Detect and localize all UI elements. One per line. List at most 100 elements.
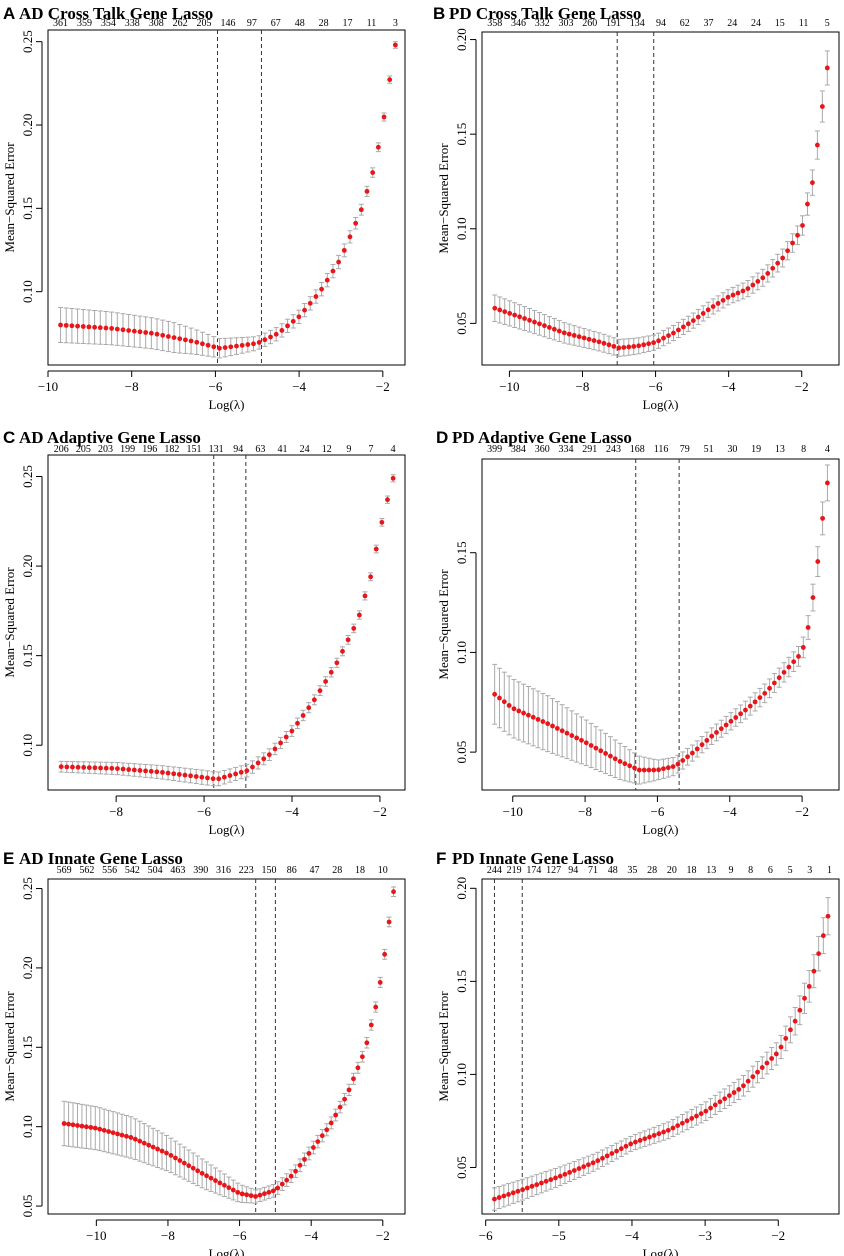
x-tick-label: −4 [625, 1228, 639, 1243]
top-count-label: 6 [768, 865, 773, 876]
mse-point [507, 310, 513, 316]
mse-point [571, 1168, 577, 1173]
panel-letter: C [3, 428, 15, 447]
mse-point [333, 1112, 339, 1118]
data-points [492, 50, 830, 357]
top-count-label: 37 [704, 18, 714, 29]
x-tick-label: −2 [795, 804, 809, 819]
mse-point [628, 1141, 634, 1147]
mse-point [164, 1150, 169, 1156]
mse-point [557, 1173, 563, 1179]
mse-point [181, 1160, 187, 1166]
mse-point [770, 265, 776, 271]
mse-point [735, 290, 741, 296]
mse-point [109, 326, 115, 331]
top-count-label: 11 [367, 18, 377, 29]
top-count-label: 399 [487, 444, 502, 455]
mse-point [802, 995, 807, 1001]
mse-point [244, 768, 250, 774]
mse-point [632, 765, 637, 771]
top-count-label: 20 [667, 865, 677, 876]
mse-point [132, 1136, 138, 1142]
top-count-label: 67 [271, 18, 281, 29]
mse-point [146, 1142, 152, 1148]
mse-point [600, 1155, 605, 1161]
mse-point [795, 232, 800, 238]
top-count-label: 182 [164, 444, 179, 455]
mse-point [695, 314, 701, 320]
mse-point [336, 259, 342, 265]
mse-point [227, 773, 233, 778]
mse-point [670, 1125, 676, 1131]
mse-point [233, 771, 238, 777]
mse-point [506, 1191, 511, 1197]
mse-point [814, 142, 820, 148]
mse-point [368, 574, 374, 580]
mse-point [671, 330, 676, 336]
mse-point [190, 1165, 196, 1171]
mse-point [656, 338, 661, 344]
mse-point [221, 1182, 227, 1188]
mse-point [642, 1136, 648, 1142]
mse-point [546, 325, 552, 330]
mse-point [345, 637, 351, 643]
mse-point [275, 1185, 281, 1191]
x-tick-label: −8 [109, 804, 123, 819]
mse-point [205, 342, 211, 348]
top-count-label: 191 [606, 18, 621, 29]
mse-point [515, 1188, 521, 1194]
y-tick-label: 0.15 [454, 541, 469, 564]
mse-point [618, 1146, 624, 1152]
x-tick-label: −6 [208, 379, 222, 394]
mse-point [131, 767, 137, 773]
x-tick-label: −6 [197, 804, 211, 819]
mse-point [234, 343, 239, 349]
mse-point [387, 77, 393, 83]
x-tick-label: −2 [376, 1228, 390, 1243]
mse-point [143, 330, 149, 335]
mse-point [641, 767, 647, 773]
mse-point [685, 321, 691, 327]
mse-point [150, 1144, 156, 1150]
panel-title: AD Innate Gene Lasso [19, 849, 183, 868]
mse-point [186, 1163, 192, 1169]
mse-point [796, 654, 801, 659]
top-count-label: 51 [704, 444, 714, 455]
mse-point [141, 1140, 147, 1146]
mse-point [535, 717, 541, 722]
mse-point [262, 1191, 267, 1197]
x-tick-label: −5 [552, 1228, 566, 1243]
mse-point [213, 1178, 218, 1183]
mse-point [755, 1069, 760, 1075]
x-axis-label: Log(λ) [643, 822, 679, 837]
top-count-label: 5 [788, 865, 793, 876]
mse-point [567, 1169, 573, 1175]
mse-point [208, 1175, 214, 1181]
mse-point [173, 1155, 178, 1161]
top-count-label: 127 [546, 865, 561, 876]
x-tick-label: −10 [503, 804, 523, 819]
mse-point [670, 764, 676, 770]
mse-point [778, 1044, 784, 1050]
mse-point [743, 707, 748, 713]
mse-point [534, 1182, 540, 1188]
mse-point [588, 743, 594, 748]
mse-point [382, 951, 388, 957]
data-points [492, 464, 830, 785]
top-count-label: 244 [487, 865, 502, 876]
panel-letter: F [436, 849, 446, 868]
mse-point [700, 311, 706, 316]
top-count-label: 8 [801, 444, 806, 455]
data-points [58, 474, 396, 787]
top-count-label: 569 [57, 865, 72, 876]
plot-frame [481, 878, 840, 1215]
y-axis-label: Mean−Squared Error [2, 991, 17, 1102]
mse-point [815, 559, 821, 564]
mse-point [708, 1105, 713, 1111]
mse-point [747, 703, 753, 709]
top-count-label: 97 [247, 18, 257, 29]
top-count-label: 79 [680, 444, 690, 455]
mse-point [786, 664, 792, 670]
mse-point [165, 770, 171, 776]
x-tick-label: −2 [795, 379, 809, 394]
